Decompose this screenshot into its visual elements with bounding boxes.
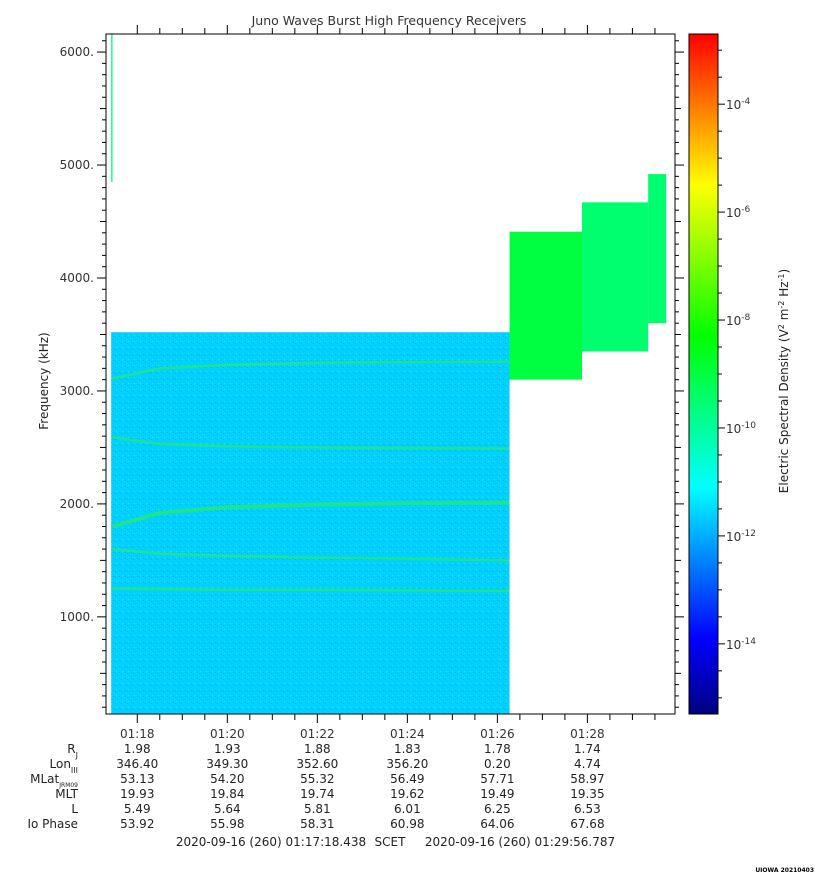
x-tick-label: 01:22 — [300, 727, 335, 741]
ephemeris-value: 67.68 — [570, 817, 604, 831]
ephemeris-value: 57.71 — [480, 772, 514, 786]
ephemeris-value: 19.93 — [120, 787, 154, 801]
colorbar: 10-4 10-6 10-8 10-10 10-12 10-14 Electric Spe… — [688, 33, 792, 715]
ephemeris-value: 346.40 — [116, 757, 158, 771]
ephemeris-row-label: LonIII — [50, 757, 79, 775]
ephemeris-value: 60.98 — [390, 817, 424, 831]
y-tick-label: 4000. — [60, 271, 94, 285]
ephemeris-value: 55.98 — [210, 817, 244, 831]
ephemeris-value: 56.49 — [390, 772, 424, 786]
ephemeris-value: 5.64 — [214, 802, 241, 816]
y-tick-label: 6000. — [60, 45, 94, 59]
ephemeris-value: 4.74 — [574, 757, 601, 771]
colorbar-tick-label: 10-6 — [726, 205, 751, 220]
ephemeris-value: 1.74 — [574, 742, 601, 756]
ephemeris-value: 0.20 — [484, 757, 511, 771]
emission-line-5 — [112, 587, 510, 593]
ephemeris-value: 1.83 — [394, 742, 421, 756]
colorbar-tick-label: 10-4 — [726, 97, 751, 112]
chart-title: Juno Waves Burst High Frequency Receiver… — [251, 13, 527, 28]
credit-label: UIOWA 20210403 — [755, 867, 814, 874]
colorbar-title: Electric Spectral Density (V2 m-2 Hz-1) — [777, 269, 792, 493]
ephemeris-value: 352.60 — [296, 757, 338, 771]
ephemeris-value: 1.88 — [304, 742, 331, 756]
plot-area: 1000. 2000. 3000. 4000. 5000. 6000. 01:18 01:2… — [37, 25, 684, 741]
ephemeris-value: 349.30 — [206, 757, 248, 771]
ephemeris-value: 5.81 — [304, 802, 331, 816]
ephemeris-value: 19.74 — [300, 787, 334, 801]
colorbar-ticks: 10-4 10-6 10-8 10-10 10-12 10-14 — [718, 49, 756, 699]
ephemeris-value: 58.97 — [570, 772, 604, 786]
ephemeris-value: 53.92 — [120, 817, 154, 831]
colorbar-tick-label: 10-14 — [726, 637, 756, 652]
colorbar-tick-label: 10-10 — [726, 421, 756, 436]
y-axis: 1000. 2000. 3000. 4000. 5000. 6000. — [60, 40, 684, 708]
y-tick-label: 2000. — [60, 497, 94, 511]
y-tick-label: 5000. — [60, 158, 94, 172]
colorbar-tick-label: 10-8 — [726, 313, 751, 328]
emission-line-1 — [112, 360, 510, 380]
ephemeris-value: 19.49 — [480, 787, 514, 801]
x-tick-label: 01:18 — [120, 727, 155, 741]
ephemeris-table: RJ 1.98 1.93 1.88 1.83 1.78 1.74 LonIII 346.40 34… — [27, 742, 604, 831]
ephemeris-row-label: MLT — [55, 787, 78, 801]
ephemeris-value: 54.20 — [210, 772, 244, 786]
time-range-start: 2020-09-16 (260) 01:17:18.438 — [176, 835, 366, 849]
x-tick-label: 01:24 — [390, 727, 425, 741]
ephemeris-value: 1.93 — [214, 742, 241, 756]
emission-lines — [111, 360, 510, 593]
ephemeris-row-label: MLatJRM09 — [30, 772, 78, 789]
x-axis: 01:18 01:20 01:22 01:24 01:26 01:28 — [120, 25, 656, 741]
ephemeris-value: 1.78 — [484, 742, 511, 756]
emission-line-3 — [111, 500, 510, 529]
ephemeris-value: 356.20 — [386, 757, 428, 771]
ephemeris-row-label: RJ — [67, 742, 78, 760]
spectrogram-block-3 — [582, 202, 649, 352]
time-range-end: 2020-09-16 (260) 01:29:56.787 — [425, 835, 615, 849]
spectrogram-block-2 — [509, 231, 583, 380]
ephemeris-value: 1.98 — [124, 742, 151, 756]
plot-border — [105, 33, 676, 715]
spectrogram-block-4 — [648, 174, 667, 324]
ephemeris-value: 64.06 — [480, 817, 514, 831]
ephemeris-value: 19.84 — [210, 787, 244, 801]
ephemeris-value: 19.62 — [390, 787, 424, 801]
emission-line-2 — [112, 436, 510, 450]
y-axis-title: Frequency (kHz) — [37, 332, 51, 429]
ephemeris-value: 55.32 — [300, 772, 334, 786]
x-tick-label: 01:26 — [480, 727, 515, 741]
x-tick-label: 01:20 — [210, 727, 245, 741]
ephemeris-row-label: L — [71, 802, 78, 816]
ephemeris-value: 6.25 — [484, 802, 511, 816]
spectrogram-block-5 — [111, 34, 113, 182]
ephemeris-value: 58.31 — [300, 817, 334, 831]
colorbar-tick-label: 10-12 — [726, 529, 756, 544]
ephemeris-value: 6.01 — [394, 802, 421, 816]
emission-line-4 — [112, 547, 510, 562]
ephemeris-value: 5.49 — [124, 802, 151, 816]
y-tick-label: 1000. — [60, 610, 94, 624]
spectrogram-noise-texture — [111, 332, 510, 714]
spectrogram-blocks — [111, 34, 667, 714]
y-tick-label: 3000. — [60, 384, 94, 398]
x-tick-label: 01:28 — [570, 727, 605, 741]
ephemeris-value: 6.53 — [574, 802, 601, 816]
ephemeris-row-label: Io Phase — [27, 817, 78, 831]
colorbar-gradient — [688, 33, 719, 715]
ephemeris-value: 53.13 — [120, 772, 154, 786]
time-range-label: SCET — [375, 835, 407, 849]
ephemeris-value: 19.35 — [570, 787, 604, 801]
